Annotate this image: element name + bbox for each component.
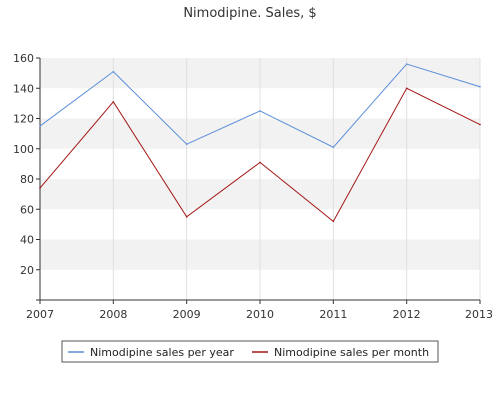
y-tick-label: 100 [13,143,34,156]
y-tick-label: 160 [13,52,34,65]
data-point-sales-per-year [405,63,408,65]
x-tick-label: 2011 [319,308,347,321]
legend-label-sales-per-year: Nimodipine sales per year [90,346,234,359]
x-tick-label: 2007 [26,308,54,321]
data-point-sales-per-year [185,143,188,146]
legend: Nimodipine sales per year Nimodipine sal… [61,340,439,363]
y-tick-label: 40 [20,234,34,247]
data-point-sales-per-month [39,187,41,189]
data-point-sales-per-month [112,101,115,103]
x-tick-label: 2013 [465,308,493,321]
series-lines [39,63,481,223]
vertical-gridlines [112,58,481,300]
y-tick-label: 20 [20,264,34,277]
data-point-sales-per-month [185,216,188,218]
data-point-sales-per-month [259,161,261,164]
chart-title: Nimodipine. Sales, $ [183,6,316,21]
legend-label-sales-per-month: Nimodipine sales per month [274,346,429,359]
x-tick-label: 2010 [246,308,274,321]
legend-box [61,340,439,363]
x-tick-label: 2009 [173,308,201,321]
x-axis-ticks: 2007 2008 2009 2010 2011 2012 2013 [26,300,493,321]
data-point-sales-per-year [39,125,41,127]
x-tick-label: 2012 [393,308,421,321]
data-point-sales-per-year [259,110,261,112]
data-point-sales-per-month [479,123,481,126]
y-tick-label: 60 [20,203,34,216]
data-point-sales-per-year [112,70,115,73]
data-point-sales-per-year [479,85,481,88]
x-tick-label: 2008 [99,308,127,321]
data-point-sales-per-year [332,146,335,149]
y-axis-ticks: 20 40 60 80 100 120 140 160 [13,52,40,301]
data-point-sales-per-month [332,220,335,223]
y-tick-label: 80 [20,173,34,186]
y-tick-label: 120 [13,113,34,126]
data-point-sales-per-month [405,87,408,90]
y-tick-label: 140 [13,82,34,95]
